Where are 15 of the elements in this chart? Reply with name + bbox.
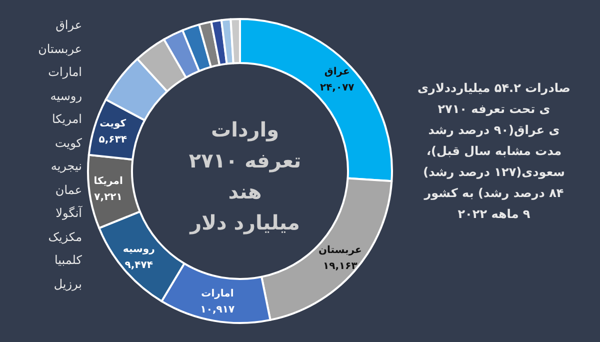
slice-label: روسیه [122, 244, 156, 255]
slice-label: امریکا [94, 176, 123, 187]
data-label: ۲۴,۰۷۷ [320, 82, 354, 94]
slice-label: امارات [201, 288, 234, 300]
data-label: ۱۰,۹۱۷ [200, 304, 235, 316]
slice-label: کویت [100, 118, 126, 130]
data-label: ۷,۲۲۱ [94, 192, 122, 203]
data-label: ۵,۶۳۴ [98, 134, 127, 146]
text: واردات تعرفه ۲۷۱۰ هند میلیارد دلار [188, 118, 302, 234]
data-label: ۹,۴۷۴ [124, 260, 153, 271]
text: عراق عربستان امارات روسیه امریکا کویت نیجریه عمان آنگولا مکزیک کلمبیا برزیل [38, 18, 82, 290]
text: صادرات ۵۴.۲ میلیارددلاری ی تحت تعرفه ۲۷۱۰ ی عراق(۹۰ درصد رشد مدت مشابه سال قبل)، سعودی(۱۲۷ درصد رشد) ۸۴ درصد رشد) به کشور ۹ ماهه ۲۰۲۲ [416, 80, 572, 223]
slice-label: عربستان [318, 245, 362, 256]
data-label: ۱۹,۱۶۳ [322, 261, 358, 272]
slice-label: عراق [324, 66, 350, 78]
